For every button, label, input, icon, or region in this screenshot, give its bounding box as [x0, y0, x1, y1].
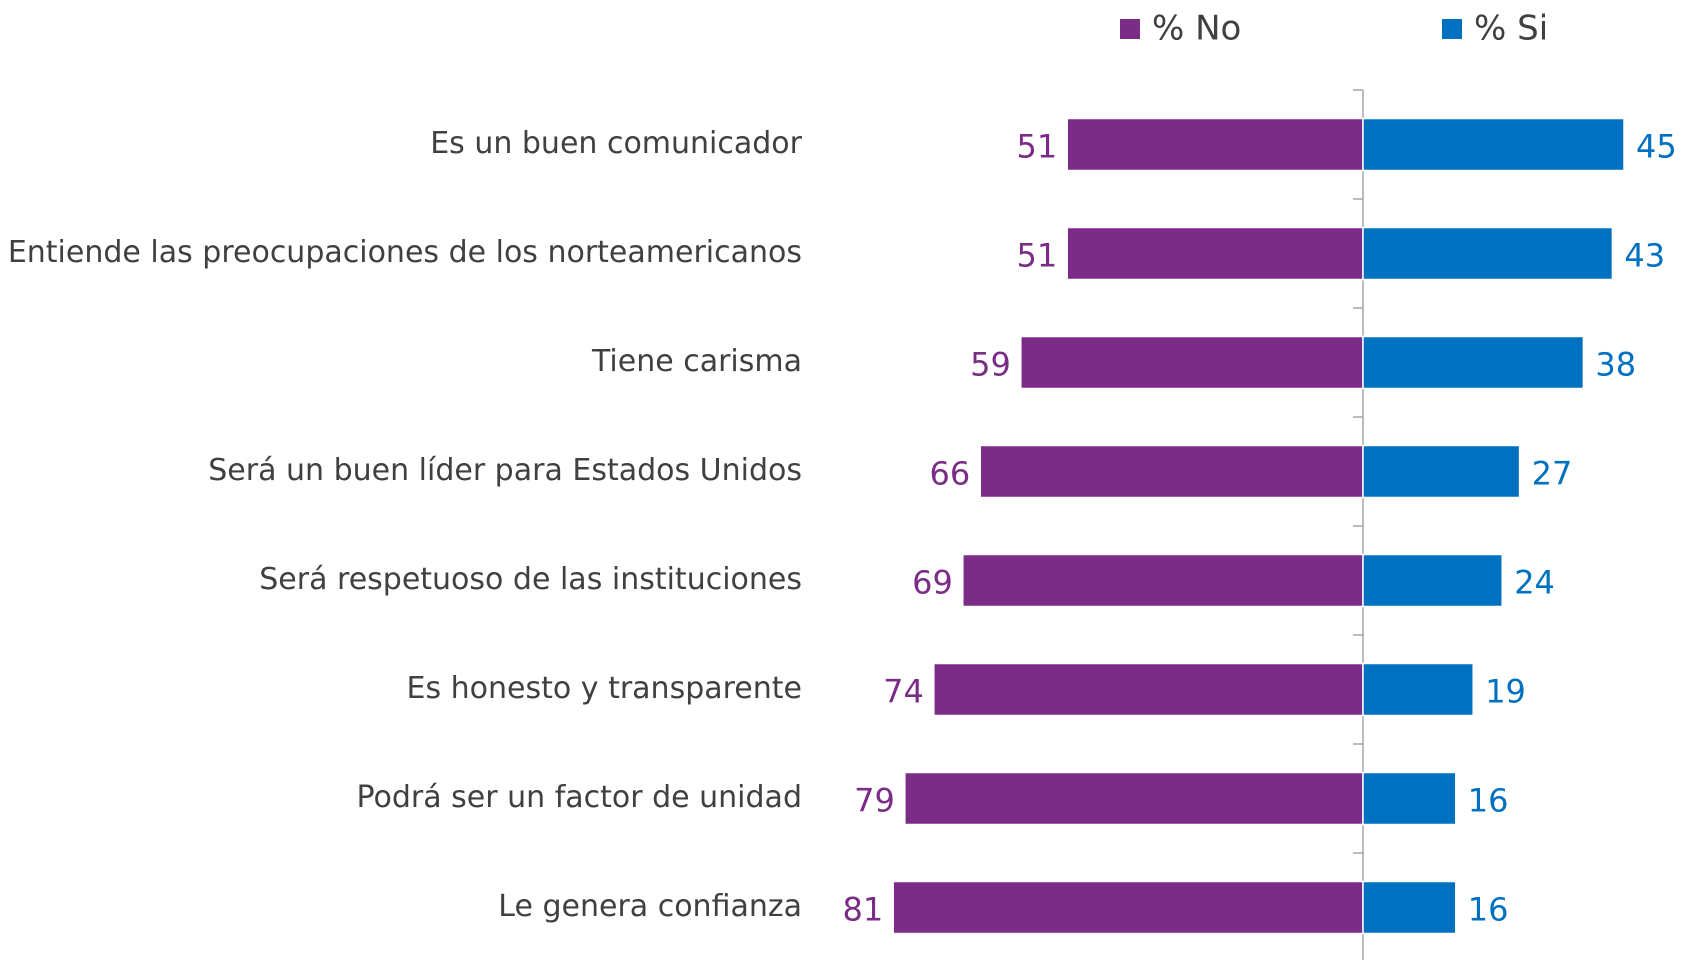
value-label: 27 — [1532, 455, 1573, 493]
category-label: Será un buen líder para Estados Unidos — [208, 453, 802, 488]
value-label: 16 — [1468, 782, 1509, 820]
value-label: 19 — [1485, 673, 1526, 711]
bar — [904, 771, 1364, 826]
category-label: Será respetuoso de las instituciones — [259, 562, 802, 597]
category-label: Podrá ser un factor de unidad — [357, 780, 803, 815]
category-label: Le genera confianza — [498, 889, 802, 924]
category-label: Entiende las preocupaciones de los norte… — [8, 235, 802, 270]
value-label: 38 — [1595, 346, 1636, 384]
value-label: 51 — [1016, 128, 1057, 166]
value-label: 81 — [842, 891, 883, 929]
bar — [1362, 880, 1457, 935]
category-label: Es honesto y transparente — [407, 671, 802, 706]
bar — [1362, 662, 1474, 717]
value-label: 79 — [854, 782, 895, 820]
bar — [979, 444, 1364, 499]
category-label: Es un buen comunicador — [430, 126, 802, 161]
bar — [892, 880, 1364, 935]
legend-swatch — [1442, 19, 1462, 39]
bar — [933, 662, 1364, 717]
value-label: 69 — [912, 564, 953, 602]
legend-swatch — [1120, 19, 1140, 39]
bar — [1362, 335, 1585, 390]
bar — [1362, 553, 1503, 608]
value-label: 16 — [1468, 891, 1509, 929]
value-label: 74 — [883, 673, 924, 711]
bar — [1362, 444, 1521, 499]
value-label: 24 — [1514, 564, 1555, 602]
bar — [1362, 117, 1625, 172]
bar — [962, 553, 1364, 608]
bar — [1066, 117, 1364, 172]
bar — [1066, 226, 1364, 281]
value-label: 51 — [1016, 237, 1057, 275]
value-label: 45 — [1636, 128, 1677, 166]
value-label: 66 — [929, 455, 970, 493]
bar — [1020, 335, 1364, 390]
value-label: 59 — [970, 346, 1011, 384]
bar — [1362, 226, 1614, 281]
bar — [1362, 771, 1457, 826]
value-label: 43 — [1624, 237, 1665, 275]
category-label: Tiene carisma — [591, 344, 802, 379]
legend-label: % No — [1152, 9, 1241, 49]
legend-label: % Si — [1474, 9, 1548, 49]
